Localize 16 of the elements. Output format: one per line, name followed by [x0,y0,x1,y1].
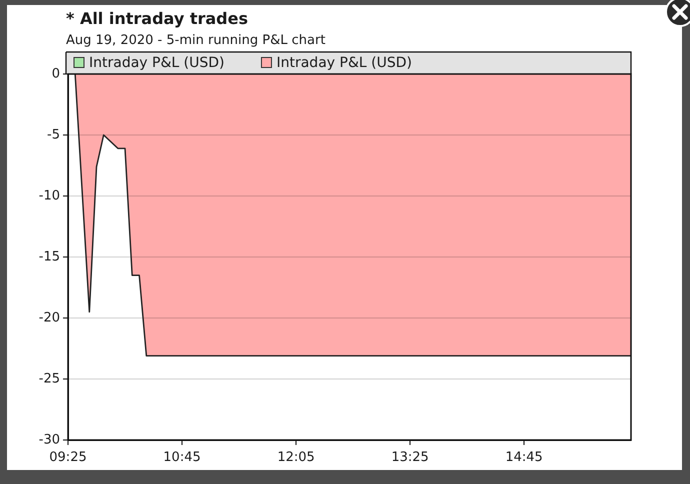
x-tick-label: 12:05 [277,450,315,466]
legend-label: Intraday P&L (USD) [89,55,224,72]
y-tick-label: -5 [47,127,60,142]
y-tick-label: -25 [38,371,60,386]
y-tick-label: 0 [52,66,60,82]
y-tick-label: -15 [38,249,60,264]
chart-title: * All intraday trades [66,9,248,28]
y-tick-label: -30 [38,432,60,448]
y-tick-label: -10 [38,188,60,204]
chart-subtitle: Aug 19, 2020 - 5-min running P&L chart [66,33,326,48]
x-tick-label: 09:25 [49,450,87,466]
x-tick-label: 14:45 [505,450,543,466]
y-tick-label: -20 [38,310,60,326]
x-tick-label: 10:45 [163,450,201,466]
x-tick-label: 13:25 [391,450,429,466]
legend-label: Intraday P&L (USD) [276,55,412,72]
